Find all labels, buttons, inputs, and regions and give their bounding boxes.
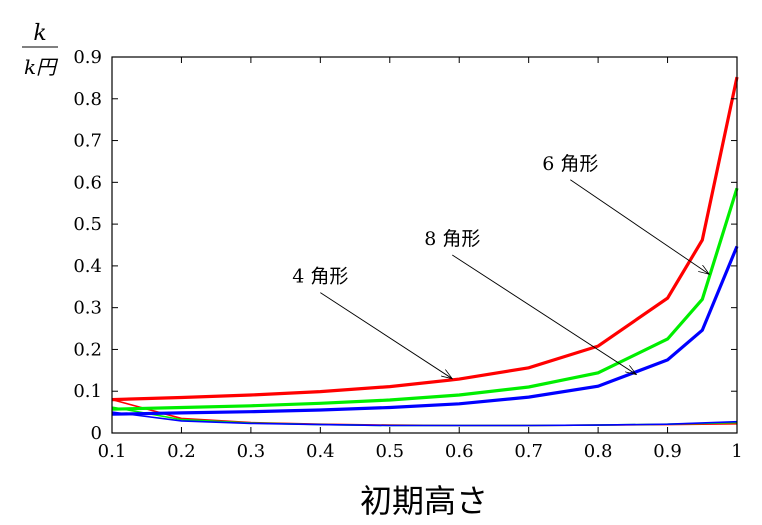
x-tick-label: 0.3 <box>237 441 266 462</box>
y-tick-label: 0.6 <box>73 172 102 193</box>
x-axis-label: 初期高さ <box>360 482 488 520</box>
x-tick-label: 0.1 <box>98 441 127 462</box>
y-tick-label: 0.9 <box>73 47 102 68</box>
series-line-2 <box>111 245 739 416</box>
y-label-denominator: k円 <box>24 55 59 79</box>
x-tick-label: 0.2 <box>167 441 196 462</box>
annotation-label: 6 角形 <box>542 153 598 175</box>
y-tick-label: 0 <box>91 423 102 444</box>
plot-frame <box>111 56 738 434</box>
y-tick-label: 0.1 <box>73 381 102 402</box>
annotation-label: 4 角形 <box>292 266 348 288</box>
annotation-arrow <box>320 292 452 379</box>
annotation-arrow <box>570 179 709 274</box>
y-tick-label: 0.2 <box>73 339 102 360</box>
y-tick-label: 0.5 <box>73 214 102 235</box>
x-tick-label: 0.7 <box>514 441 543 462</box>
series-line-1 <box>111 187 739 411</box>
x-tick-label: 0.6 <box>445 441 474 462</box>
y-tick-label: 0.7 <box>73 131 102 152</box>
y-label-numerator: k <box>33 21 46 46</box>
x-tick-label: 0.5 <box>375 441 404 462</box>
series-line-5 <box>111 411 738 427</box>
y-tick-label: 0.8 <box>73 89 102 110</box>
y-tick-label: 0.4 <box>73 256 102 277</box>
x-tick-label: 1 <box>731 441 742 462</box>
x-tick-label: 0.9 <box>653 441 682 462</box>
series-line-4 <box>111 406 738 427</box>
x-tick-label: 0.8 <box>584 441 613 462</box>
annotation-arrow <box>452 254 636 375</box>
annotation-label: 8 角形 <box>424 228 480 250</box>
y-tick-label: 0.3 <box>73 298 102 319</box>
series-line-0 <box>111 76 739 402</box>
x-tick-label: 0.4 <box>306 441 335 462</box>
y-axis-label: k k円 <box>22 21 59 79</box>
